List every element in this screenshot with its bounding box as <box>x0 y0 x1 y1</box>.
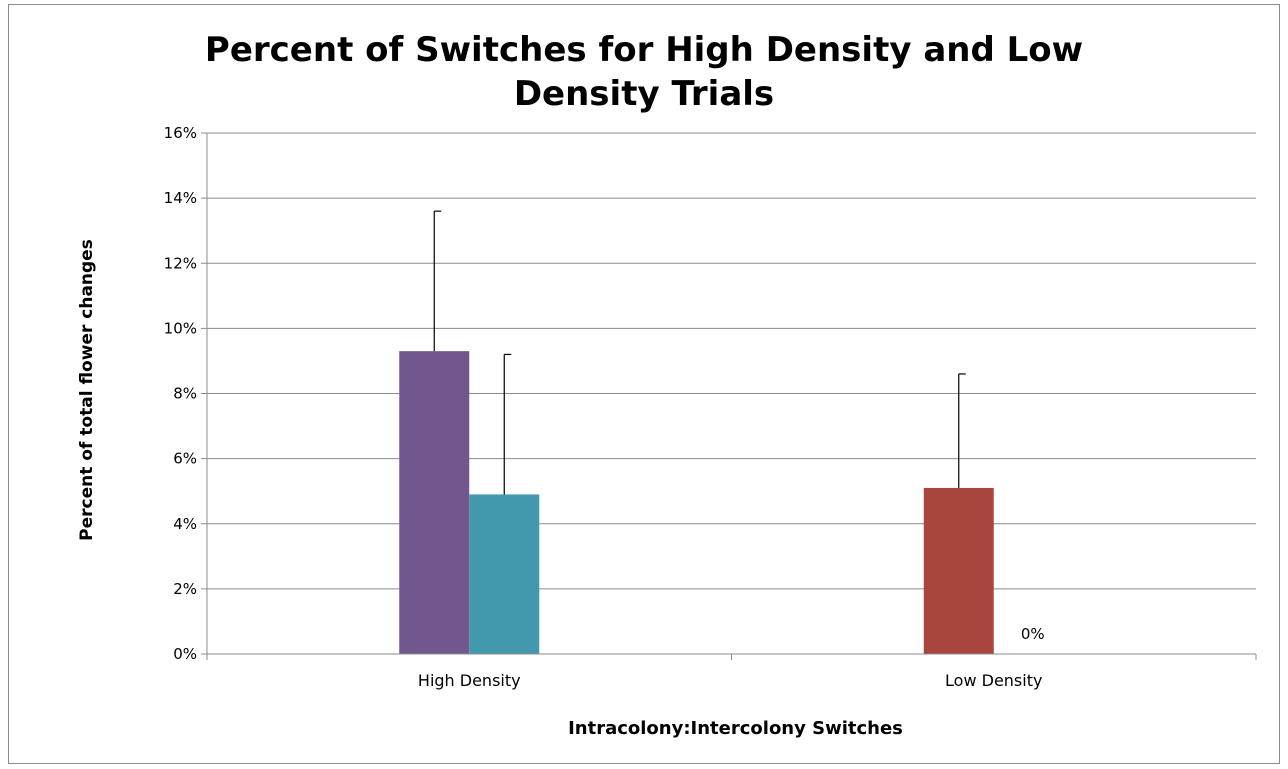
y-tick-label-6: 12% <box>164 254 197 272</box>
chart-title-line-1: Percent of Switches for High Density and… <box>204 30 1084 70</box>
axes <box>201 132 1257 660</box>
y-tick-label-4: 8% <box>173 385 197 403</box>
y-tick-label-7: 14% <box>164 189 197 207</box>
y-tick-label-5: 10% <box>164 319 197 337</box>
data-label-s3-c1: 0% <box>1021 625 1045 643</box>
chart-frame <box>8 4 1280 764</box>
axis-labels: 0% 2% 4% 6% 8% 10% 12% 14% 16% High Density Low De… <box>77 124 1045 739</box>
bar-s2-c1 <box>923 487 994 654</box>
y-tick-label-0: 0% <box>173 645 197 663</box>
x-category-label-1: Low Density <box>945 671 1042 690</box>
x-axis-title: Intracolony:Intercolony Switches <box>568 718 903 739</box>
y-tick-label-8: 16% <box>164 124 197 142</box>
y-tick-label-1: 2% <box>173 580 197 598</box>
y-tick-label-2: 4% <box>173 515 197 533</box>
y-axis-title: Percent of total flower changes <box>77 239 97 541</box>
gridlines <box>207 132 1256 590</box>
x-category-label-0: High Density <box>418 671 521 690</box>
y-tick-label-3: 6% <box>173 450 197 468</box>
chart-title-line-2: Density Trials <box>513 74 775 114</box>
bars <box>399 351 994 654</box>
bar-s1-c0 <box>469 494 540 654</box>
error-bars <box>433 210 966 495</box>
bar-s0-c0 <box>399 351 470 654</box>
